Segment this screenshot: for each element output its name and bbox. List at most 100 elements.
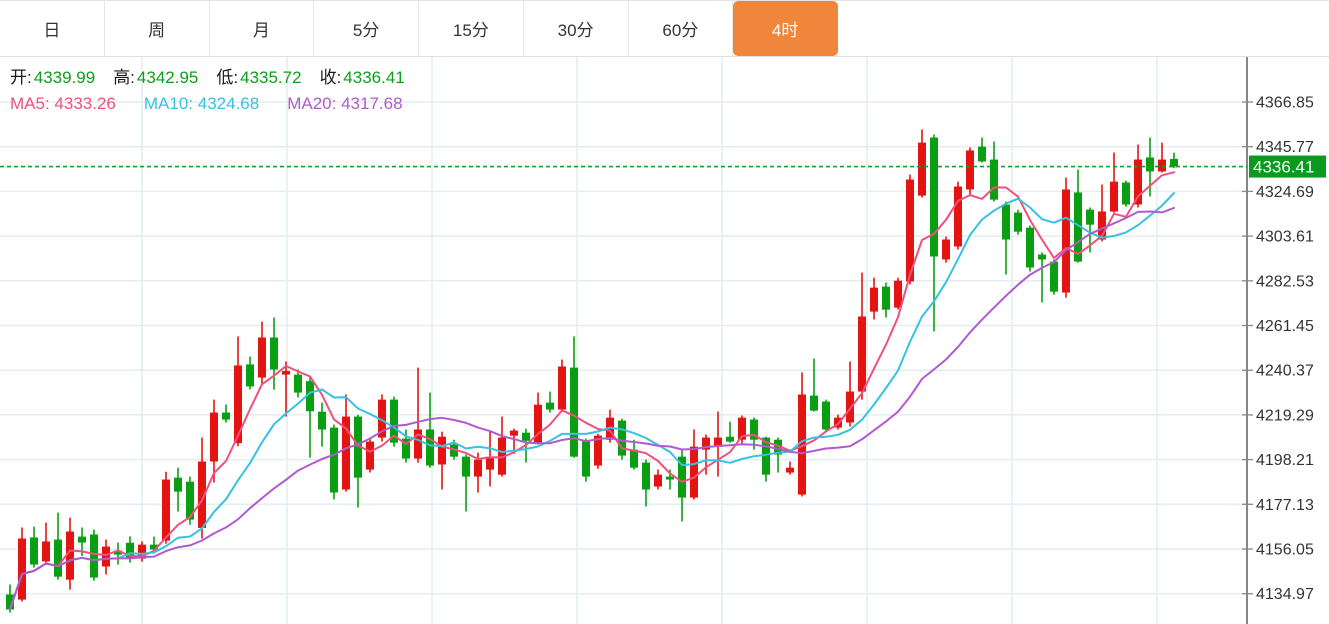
y-axis-label: 4198.21	[1256, 452, 1314, 469]
candle-body	[810, 395, 818, 411]
y-axis-label: 4219.29	[1256, 407, 1314, 424]
current-price-badge-text: 4336.41	[1253, 158, 1314, 177]
candle-body	[954, 186, 962, 247]
candle-body	[330, 427, 338, 493]
candle-body	[474, 459, 482, 477]
tab-label: 4时	[771, 21, 799, 40]
tab-label: 5分	[352, 21, 380, 40]
candle-body	[630, 449, 638, 468]
candle-body	[486, 456, 494, 470]
candle-body	[162, 479, 170, 541]
candle-body	[198, 461, 206, 528]
candle-body	[930, 137, 938, 257]
candle-body	[558, 366, 566, 410]
candle-body	[294, 374, 302, 393]
tab-15min[interactable]: 15分	[419, 1, 524, 56]
current-price-badge: 4336.41	[1249, 155, 1326, 178]
candle-body	[642, 462, 650, 490]
candle-body	[942, 239, 950, 260]
candle-body	[618, 420, 626, 456]
candle-body	[138, 544, 146, 559]
tab-30min[interactable]: 30分	[524, 1, 629, 56]
candle-body	[882, 286, 890, 310]
ma5-line	[9, 171, 1175, 611]
candle-body	[306, 381, 314, 412]
ma10-line	[9, 192, 1175, 611]
candle-body	[78, 536, 86, 543]
y-axis-label: 4240.37	[1256, 363, 1314, 380]
candle-body	[378, 399, 386, 438]
candle-body	[1098, 211, 1106, 240]
candlestick-chart[interactable]: 4366.85 4345.77 4324.69 4303.61 4282.53 4261.…	[0, 57, 1329, 624]
tab-5min[interactable]: 5分	[314, 1, 419, 56]
candle-body	[594, 435, 602, 466]
candle-body	[1086, 209, 1094, 225]
y-axis-label: 4345.77	[1256, 139, 1314, 156]
tab-day[interactable]: 日	[0, 1, 105, 56]
tab-label: 15分	[452, 21, 489, 40]
candle-body	[1038, 254, 1046, 260]
candle-body	[822, 401, 830, 430]
candle-body	[966, 150, 974, 190]
candle-body	[258, 337, 266, 378]
candle-body	[510, 430, 518, 436]
candle-body	[402, 438, 410, 459]
candle-body	[450, 444, 458, 457]
candle-body	[1002, 204, 1010, 240]
candle-body	[126, 542, 134, 559]
candle-body	[654, 474, 662, 487]
candle-body	[54, 539, 62, 577]
candle-body	[918, 142, 926, 196]
y-axis: 4366.85 4345.77 4324.69 4303.61 4282.53 4261.…	[1242, 57, 1314, 624]
candle-body	[342, 416, 350, 490]
candle-body	[270, 337, 278, 370]
candle-body	[1014, 212, 1022, 232]
candle-body	[762, 437, 770, 475]
candle-body	[222, 412, 230, 420]
candle-body	[1134, 159, 1142, 205]
candle-body	[66, 531, 74, 580]
grid	[0, 57, 1247, 624]
candle-body	[750, 419, 758, 440]
candle-body	[1050, 261, 1058, 292]
candle-body	[6, 594, 14, 610]
candle-body	[462, 456, 470, 477]
tab-60min[interactable]: 60分	[629, 1, 734, 56]
tab-4hour[interactable]: 4时	[733, 1, 838, 56]
candle-body	[390, 399, 398, 443]
candle-body	[366, 441, 374, 470]
y-axis-label: 4303.61	[1256, 229, 1314, 246]
ma20-line	[9, 206, 1175, 611]
candles-layer	[6, 129, 1178, 613]
candle-body	[90, 534, 98, 578]
candle-body	[534, 404, 542, 443]
candle-body	[18, 538, 26, 600]
candle-body	[846, 391, 854, 423]
y-axis-label: 4156.05	[1256, 542, 1314, 559]
y-axis-label: 4282.53	[1256, 273, 1314, 290]
candle-body	[498, 437, 506, 475]
y-axis-label: 4177.13	[1256, 497, 1314, 514]
y-axis-label: 4261.45	[1256, 318, 1314, 335]
candle-body	[726, 436, 734, 442]
candle-body	[1158, 159, 1166, 172]
candle-body	[30, 537, 38, 565]
candle-body	[102, 546, 110, 567]
chart-area[interactable]: 4366.85 4345.77 4324.69 4303.61 4282.53 4261.…	[0, 57, 1329, 624]
tab-month[interactable]: 月	[210, 1, 315, 56]
candle-body	[570, 367, 578, 457]
period-tabbar: 日 周 月 5分 15分 30分 60分 4时	[0, 0, 1329, 57]
candle-body	[786, 467, 794, 473]
candle-body	[906, 179, 914, 282]
candle-body	[426, 429, 434, 466]
tab-label: 30分	[557, 21, 594, 40]
candle-body	[42, 541, 50, 562]
candle-body	[186, 481, 194, 520]
y-axis-label: 4324.69	[1256, 184, 1314, 201]
tab-week[interactable]: 周	[105, 1, 210, 56]
candle-body	[714, 437, 722, 447]
candle-body	[546, 402, 554, 410]
candle-body	[522, 432, 530, 441]
candle-body	[678, 456, 686, 498]
candle-body	[582, 440, 590, 477]
